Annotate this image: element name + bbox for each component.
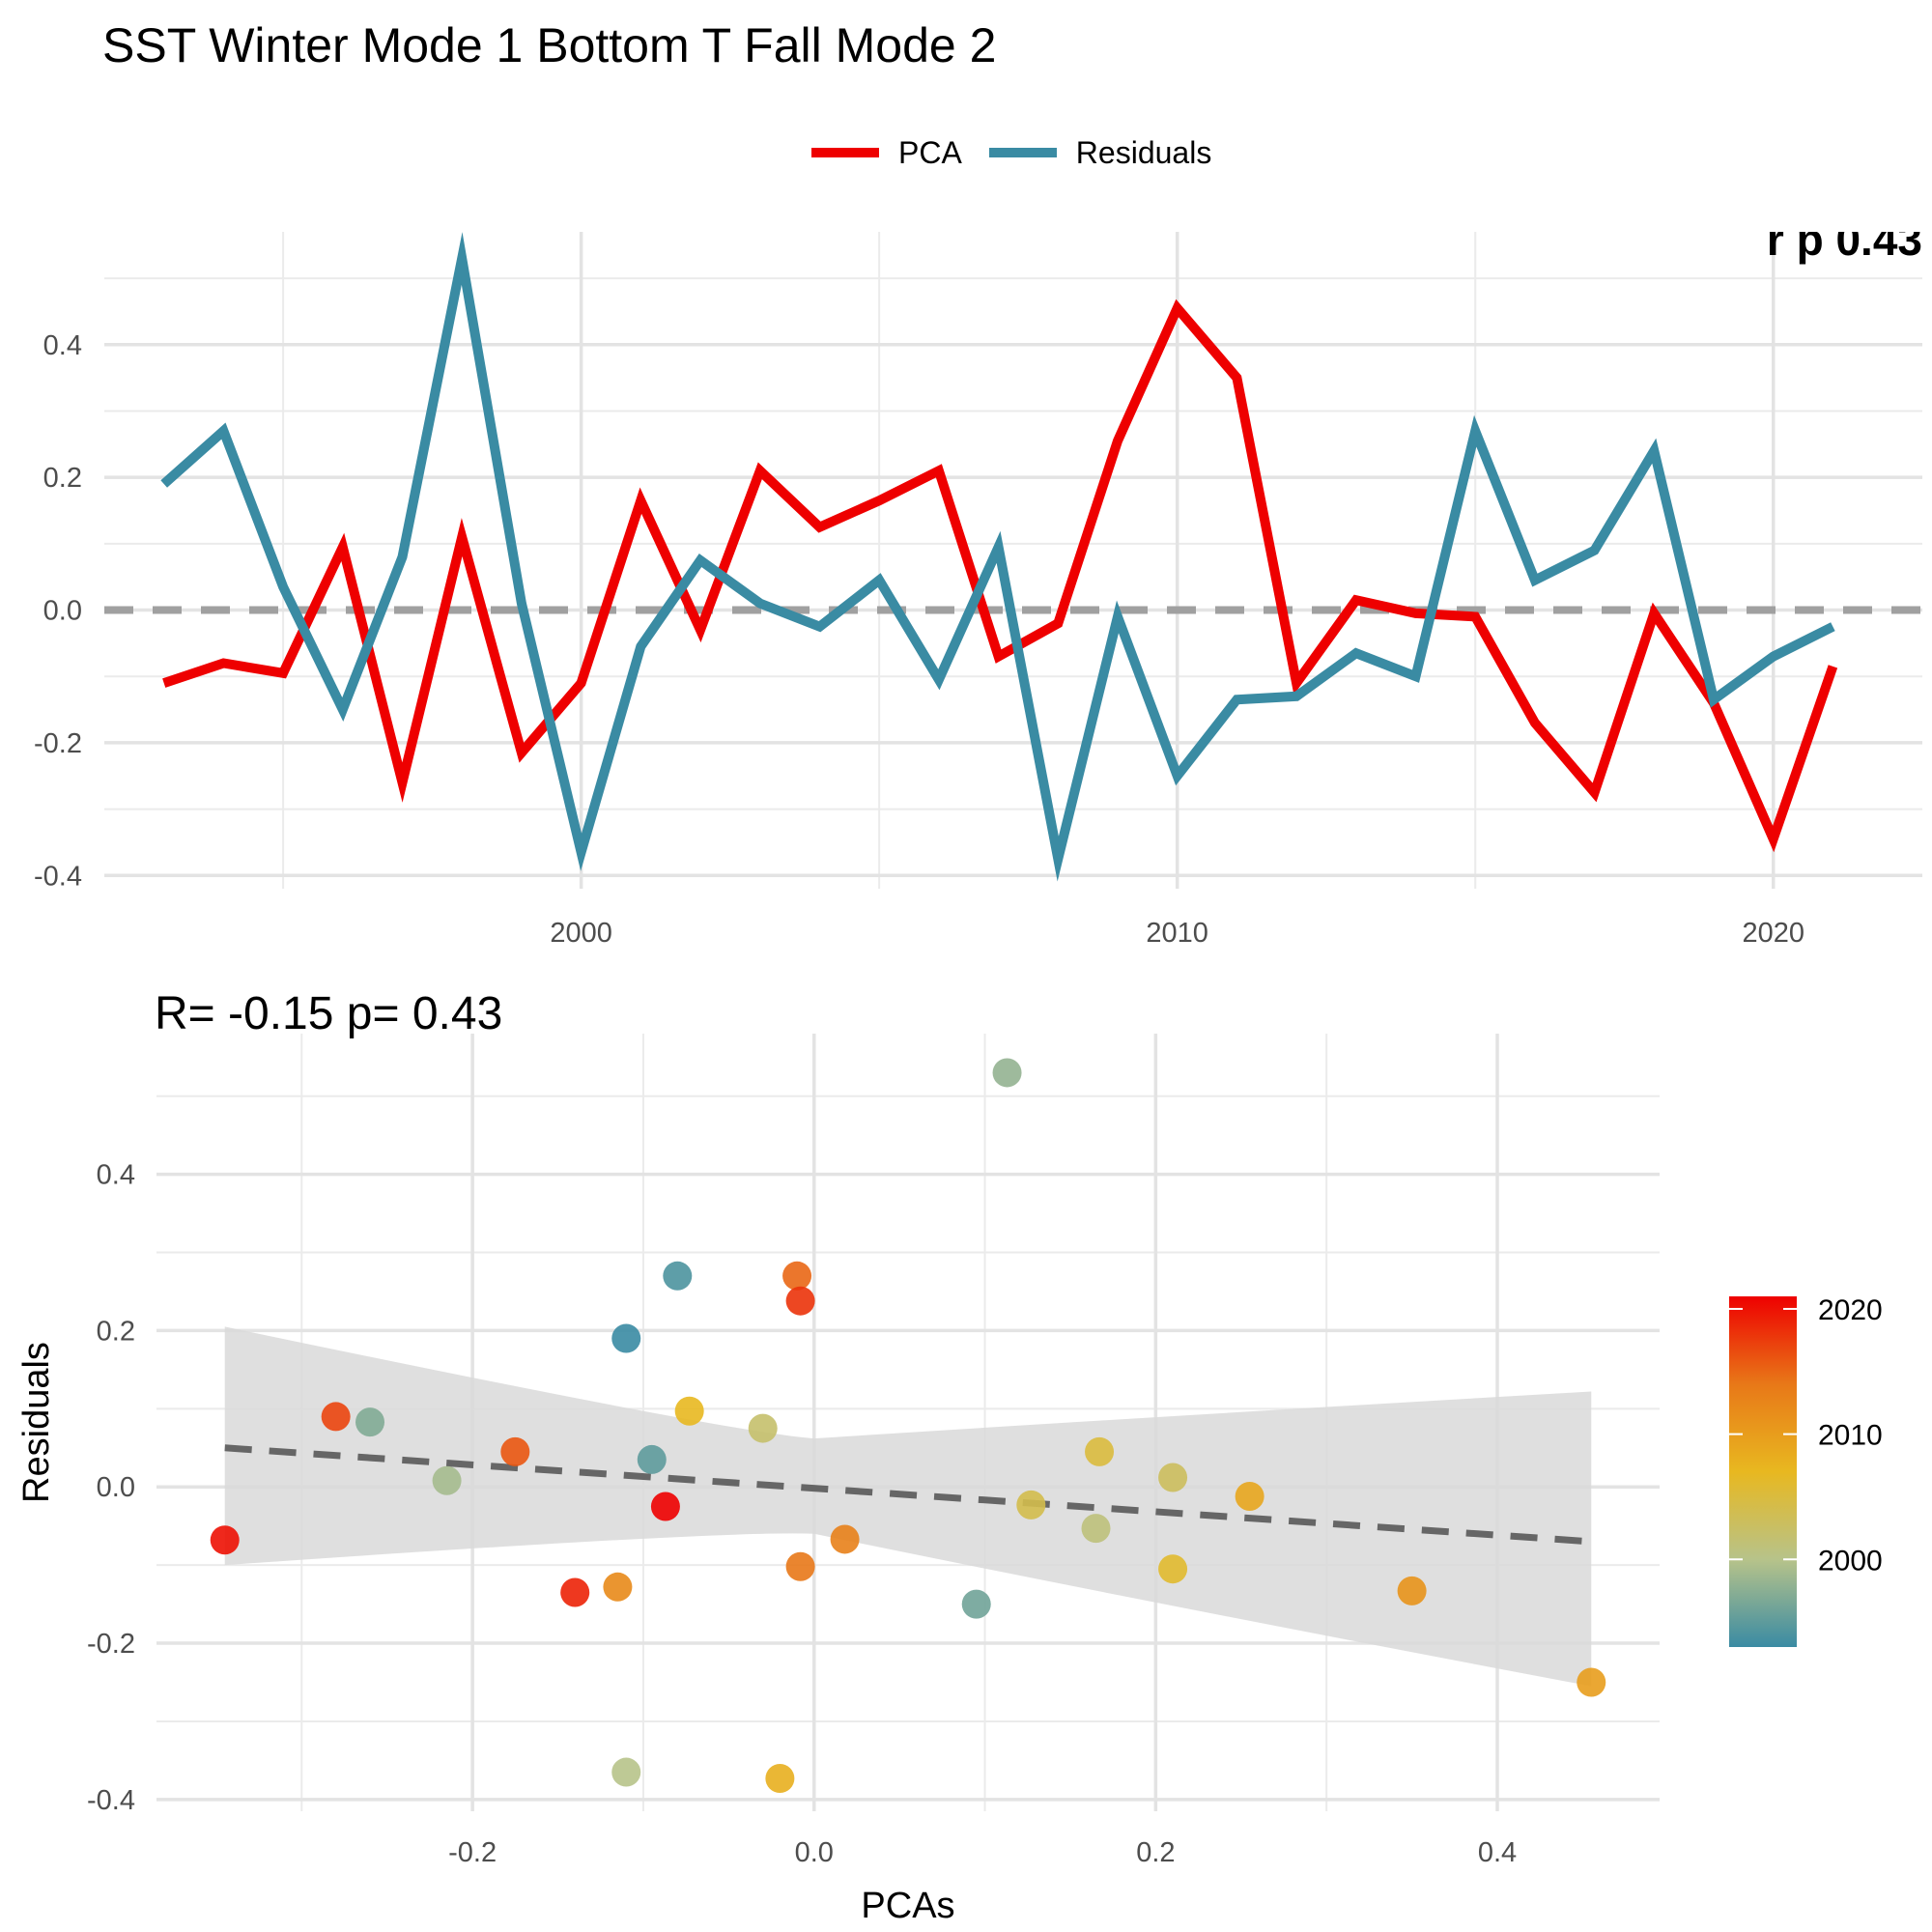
y-axis-title: Residuals	[16, 1342, 57, 1503]
time-series-chart: -0.4 -0.2 0.0 0.2 0.4 2000 2010 2020 r p 0.43	[0, 232, 1932, 966]
corner-stat-label: r p 0.43	[1767, 232, 1922, 265]
x-tick-label: 2000	[550, 918, 612, 949]
series-line-residuals	[164, 259, 1833, 860]
scatter-point	[993, 1058, 1022, 1087]
scatter-point	[611, 1324, 640, 1353]
legend: PCA Residuals	[811, 133, 1238, 172]
scatter-point	[749, 1414, 778, 1443]
x-tick-label: 2010	[1146, 918, 1208, 949]
colorbar-tick-label: 2010	[1818, 1420, 1883, 1452]
confidence-band	[225, 1326, 1592, 1686]
scatter-point	[355, 1407, 384, 1436]
y-tick-label: -0.2	[34, 728, 82, 759]
x-tick-label: 0.4	[1478, 1837, 1517, 1868]
scatter-point	[1158, 1463, 1187, 1492]
series-line-pca	[164, 308, 1833, 839]
x-tick-label: -0.2	[448, 1837, 497, 1868]
scatter-point	[322, 1402, 351, 1431]
scatter-point	[1158, 1554, 1187, 1583]
scatter-point	[782, 1262, 811, 1291]
x-tick-label: 2020	[1742, 918, 1804, 949]
scatter-point	[603, 1573, 632, 1602]
scatter-point	[651, 1492, 680, 1520]
scatter-point	[1082, 1514, 1111, 1543]
scatter-point	[663, 1262, 692, 1291]
scatter-point	[765, 1764, 794, 1793]
scatter-point	[962, 1590, 991, 1619]
scatter-point	[1398, 1577, 1427, 1605]
scatter-point	[786, 1552, 815, 1581]
scatter-point	[786, 1287, 815, 1316]
scatter-title: R= -0.15 p= 0.43	[155, 988, 502, 1039]
legend-key-pca	[811, 148, 879, 157]
x-axis-title: PCAs	[861, 1886, 954, 1926]
y-tick-label: 0.4	[97, 1160, 135, 1191]
legend-label-pca: PCA	[898, 135, 962, 171]
y-tick-label: 0.2	[97, 1316, 135, 1347]
scatter-point	[675, 1397, 704, 1426]
scatter-point	[831, 1524, 860, 1553]
x-tick-label: 0.0	[795, 1837, 834, 1868]
scatter-point	[638, 1445, 667, 1474]
scatter-point	[500, 1437, 529, 1466]
scatter-point	[1577, 1668, 1605, 1697]
y-tick-label: 0.4	[43, 330, 82, 361]
scatter-point	[611, 1758, 640, 1787]
legend-item-pca: PCA	[811, 135, 962, 171]
colorbar	[1729, 1296, 1797, 1647]
y-tick-label: -0.4	[34, 861, 82, 892]
y-tick-label: 0.2	[43, 463, 82, 494]
colorbar-tick-label: 2020	[1818, 1294, 1883, 1326]
grid	[104, 232, 1922, 889]
scatter-point	[1236, 1482, 1264, 1511]
scatter-point	[1085, 1437, 1114, 1466]
y-tick-label: 0.0	[43, 596, 82, 627]
legend-item-residuals: Residuals	[989, 135, 1212, 171]
scatter-point	[560, 1577, 589, 1606]
legend-label-residuals: Residuals	[1076, 135, 1212, 171]
scatter-point	[211, 1525, 240, 1554]
scatter-point	[1016, 1491, 1045, 1520]
y-tick-label: 0.0	[97, 1472, 135, 1503]
y-tick-label: -0.2	[87, 1629, 135, 1660]
y-tick-label: -0.4	[87, 1785, 135, 1816]
scatter-chart: R= -0.15 p= 0.43 -0.4 -0.2 0.0 0.2 0.4 -0.2 0.0…	[0, 976, 1932, 1932]
legend-key-residuals	[989, 148, 1057, 157]
scatter-point	[433, 1466, 462, 1495]
x-tick-label: 0.2	[1136, 1837, 1175, 1868]
colorbar-tick-label: 2000	[1818, 1545, 1883, 1577]
page-title: SST Winter Mode 1 Bottom T Fall Mode 2	[102, 17, 996, 73]
